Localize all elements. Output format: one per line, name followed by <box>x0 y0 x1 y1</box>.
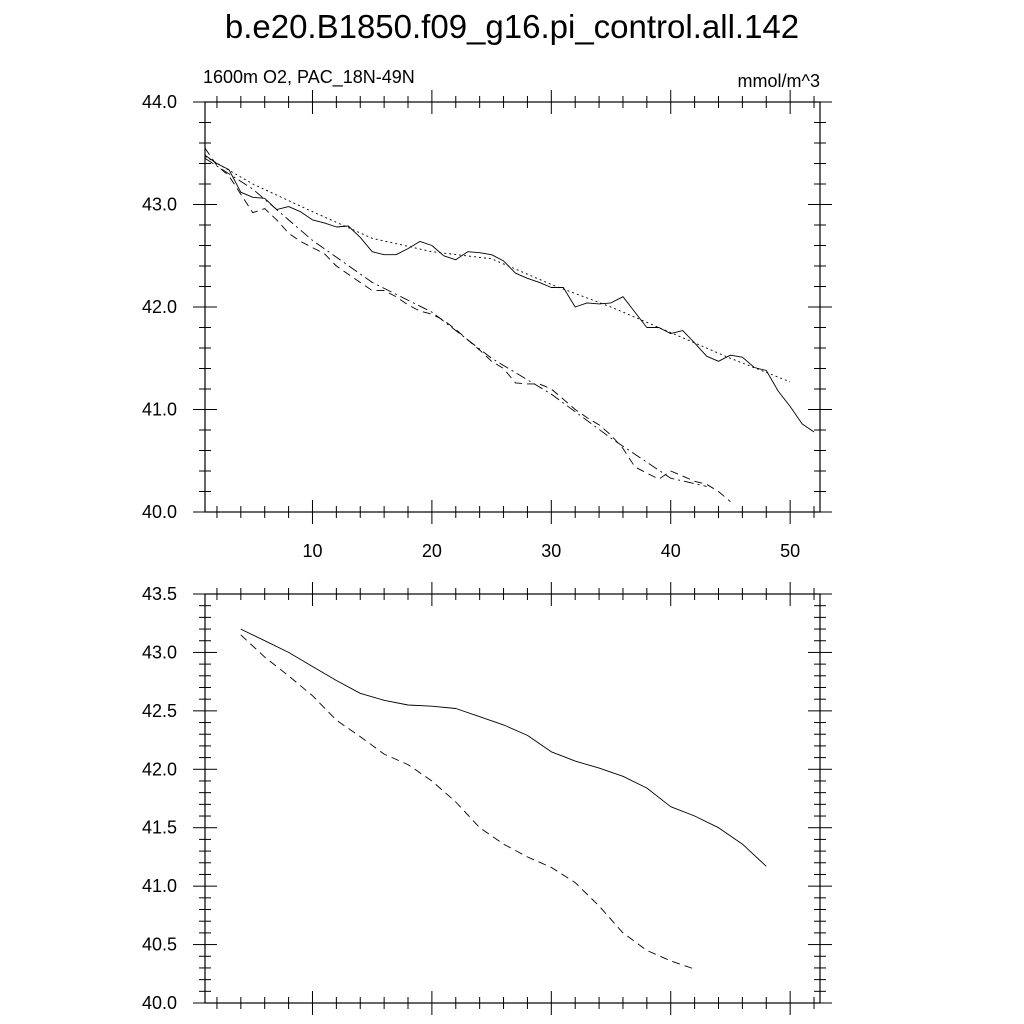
bottom-y-tick-label: 43.0 <box>142 642 177 662</box>
top-y-tick-label: 41.0 <box>142 400 177 420</box>
bottom-panel: 40.0 40.5 41.0 41.5 42.0 42.5 43.0 43.5 <box>142 582 832 1015</box>
top-x-tick-label: 50 <box>780 541 800 561</box>
region-label: 1600m O2, PAC_18N-49N <box>203 67 415 88</box>
top-panel: 10 20 30 40 50 40.0 41.0 42.0 43.0 44.0 <box>142 90 832 561</box>
bottom-y-tick-label: 40.5 <box>142 935 177 955</box>
top-x-tick-label: 40 <box>661 541 681 561</box>
bottom-y-tick-label: 41.0 <box>142 876 177 896</box>
top-series-dotted-line <box>204 155 791 383</box>
top-y-tick-label: 43.0 <box>142 195 177 215</box>
top-plot-frame <box>204 101 821 513</box>
bottom-y-tick-label: 42.0 <box>142 759 177 779</box>
bottom-y-tick-label: 40.0 <box>142 993 177 1013</box>
top-x-tick-label: 10 <box>302 541 322 561</box>
top-x-tick-label: 20 <box>422 541 442 561</box>
top-y-tick-label: 42.0 <box>142 297 177 317</box>
top-series-dashdot-line <box>204 158 707 487</box>
top-y-tick-label: 44.0 <box>142 92 177 112</box>
bottom-y-tick-label: 42.5 <box>142 701 177 721</box>
units-label: mmol/m^3 <box>738 71 820 91</box>
top-series-dashed-line <box>204 147 731 503</box>
top-x-tick-label: 30 <box>541 541 561 561</box>
figure-title: b.e20.B1850.f09_g16.pi_control.all.142 <box>225 8 799 45</box>
bottom-series-dashed-line <box>240 634 695 970</box>
bottom-y-tick-label: 41.5 <box>142 818 177 838</box>
bottom-series-solid-line <box>240 628 767 867</box>
top-series-solid-line <box>204 154 815 433</box>
top-y-tick-label: 40.0 <box>142 502 177 522</box>
bottom-y-tick-label: 43.5 <box>142 584 177 604</box>
bottom-plot-frame <box>204 593 821 1004</box>
